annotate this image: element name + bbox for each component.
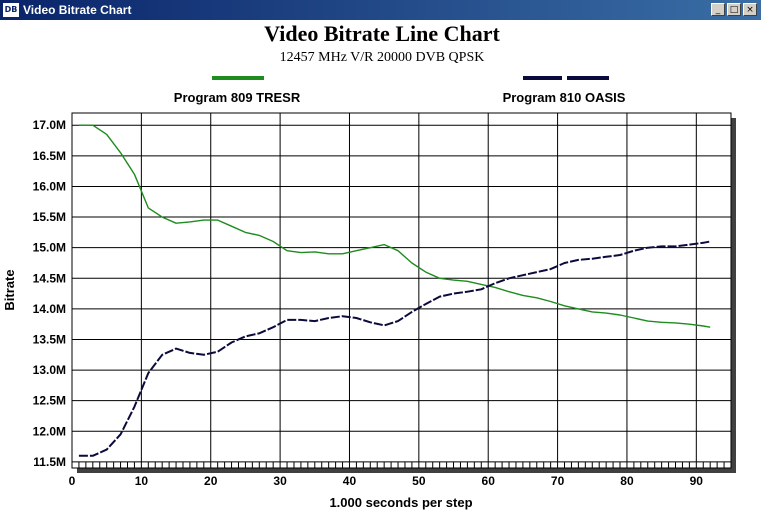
chart-title: Video Bitrate Line Chart bbox=[264, 21, 500, 46]
x-tick-label: 60 bbox=[482, 474, 496, 488]
chart-subtitle: 12457 MHz V/R 20000 DVB QPSK bbox=[280, 50, 485, 65]
y-tick-label: 15.5M bbox=[33, 210, 66, 224]
line-chart: Video Bitrate Line Chart 12457 MHz V/R 2… bbox=[2, 21, 736, 510]
plot-area bbox=[71, 112, 732, 469]
x-axis-ticks: 0 10 20 30 40 50 60 70 80 90 bbox=[69, 474, 704, 488]
window-controls: _ □ × bbox=[711, 3, 757, 16]
x-tick-label: 70 bbox=[551, 474, 565, 488]
x-tick-label: 50 bbox=[412, 474, 426, 488]
x-tick-label: 30 bbox=[273, 474, 287, 488]
series-line-810 bbox=[78, 240, 711, 457]
x-axis-label: 1.000 seconds per step bbox=[329, 495, 472, 510]
y-axis-label: Bitrate bbox=[2, 269, 17, 310]
x-tick-label: 80 bbox=[620, 474, 634, 488]
y-tick-label: 12.0M bbox=[33, 424, 66, 438]
y-tick-label: 11.5M bbox=[33, 455, 66, 469]
minor-ticks bbox=[78, 462, 732, 468]
legend-swatch-dash-gap bbox=[562, 75, 567, 81]
y-axis-ticks: 11.5M 12.0M 12.5M 13.0M 13.5M 14.0M 14.5M 15.0M… bbox=[33, 118, 66, 469]
app-icon: DB bbox=[3, 3, 19, 17]
x-tick-label: 40 bbox=[343, 474, 357, 488]
y-tick-label: 12.5M bbox=[33, 394, 66, 408]
y-tick-label: 13.0M bbox=[33, 363, 66, 377]
window-title: Video Bitrate Chart bbox=[23, 3, 132, 17]
minimize-button[interactable]: _ bbox=[711, 3, 725, 16]
x-tick-label: 20 bbox=[204, 474, 218, 488]
x-tick-label: 90 bbox=[690, 474, 704, 488]
series-line-809 bbox=[78, 124, 711, 328]
title-bar[interactable]: DB Video Bitrate Chart _ □ × bbox=[0, 0, 761, 20]
y-tick-label: 16.0M bbox=[33, 179, 66, 193]
maximize-button[interactable]: □ bbox=[727, 3, 741, 16]
y-tick-label: 13.5M bbox=[33, 332, 66, 346]
y-tick-label: 16.5M bbox=[33, 149, 66, 163]
legend-label-809: Program 809 TRESR bbox=[174, 90, 301, 105]
y-tick-label: 14.0M bbox=[33, 302, 66, 316]
y-tick-label: 17.0M bbox=[33, 118, 66, 132]
y-tick-label: 14.5M bbox=[33, 271, 66, 285]
series bbox=[78, 124, 711, 457]
x-tick-label: 0 bbox=[69, 474, 76, 488]
legend-swatch-809 bbox=[212, 76, 264, 80]
grid bbox=[72, 113, 731, 468]
y-tick-label: 15.0M bbox=[33, 241, 66, 255]
legend-label-810: Program 810 OASIS bbox=[503, 90, 626, 105]
x-tick-label: 10 bbox=[135, 474, 149, 488]
close-button[interactable]: × bbox=[743, 3, 757, 16]
